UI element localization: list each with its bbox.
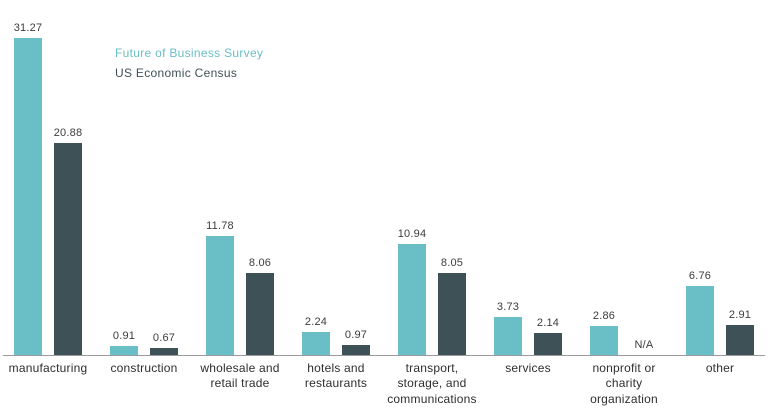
bar-group: 2.86 N/A	[576, 0, 672, 355]
bar-column: 2.86	[590, 310, 618, 355]
survey-bar	[14, 38, 42, 355]
bar-column: 2.14	[534, 317, 562, 355]
bar-column: 8.06	[246, 257, 274, 355]
chart-legend: Future of Business Survey US Economic Ce…	[115, 46, 263, 80]
census-bar	[438, 273, 466, 355]
bar-column: 10.94	[398, 228, 426, 355]
bar-column: 31.27	[14, 22, 42, 355]
survey-bar	[590, 326, 618, 355]
value-label: 2.91	[728, 309, 752, 321]
category-label: nonprofit or charity organization	[590, 361, 658, 406]
value-label: 2.86	[592, 310, 616, 322]
category-label: other	[705, 361, 735, 375]
value-label: 11.78	[206, 220, 234, 232]
value-label: 0.91	[112, 330, 136, 342]
census-bar	[246, 273, 274, 355]
value-label: 8.05	[440, 257, 464, 269]
bar-column: 2.24	[302, 316, 330, 355]
bar-column: 0.67	[150, 332, 178, 355]
bar-column: 2.91	[726, 309, 754, 355]
bar-column: 20.88	[54, 127, 82, 355]
bar-group: 6.76 2.91	[672, 0, 768, 355]
category-label: wholesale and retail trade	[200, 361, 280, 391]
value-label: 20.88	[53, 127, 83, 139]
value-label: 0.97	[344, 329, 368, 341]
category-label: services	[505, 361, 551, 375]
x-axis-line	[3, 355, 765, 356]
survey-bar	[494, 317, 522, 355]
value-label: 6.76	[688, 270, 712, 282]
value-label: 10.94	[397, 228, 427, 240]
value-label: 2.24	[304, 316, 328, 328]
bar-column: 6.76	[686, 270, 714, 355]
value-label: 8.06	[248, 257, 272, 269]
bar-column: N/A	[630, 339, 658, 355]
bar-group: 31.27 20.88	[0, 0, 96, 355]
bar-group: 11.78 8.06	[192, 0, 288, 355]
value-label: N/A	[634, 339, 654, 351]
category-label: construction	[110, 361, 178, 375]
bar-column: 11.78	[206, 220, 234, 355]
census-bar	[54, 143, 82, 355]
category-label: hotels and restaurants	[304, 361, 368, 391]
value-label: 2.14	[536, 317, 560, 329]
value-label: 0.67	[152, 332, 176, 344]
bar-group: 10.94 8.05	[384, 0, 480, 355]
census-bar	[534, 333, 562, 355]
bar-group: 2.24 0.97	[288, 0, 384, 355]
survey-bar	[302, 332, 330, 355]
category-label: manufacturing	[8, 361, 88, 375]
census-bar	[342, 345, 370, 355]
plot-area: 31.27 20.88 0.91 0.67 11.78 8.06 2.24 0.97 10.94…	[0, 0, 768, 355]
bar-column: 8.05	[438, 257, 466, 355]
census-bar	[726, 325, 754, 355]
value-label: 31.27	[13, 22, 43, 34]
value-label: 3.73	[496, 301, 520, 313]
bar-group: 3.73 2.14	[480, 0, 576, 355]
legend-item-census: US Economic Census	[115, 66, 238, 80]
bar-column: 0.91	[110, 330, 138, 355]
bar-group: 0.91 0.67	[96, 0, 192, 355]
census-bar	[150, 348, 178, 355]
bar-column: 3.73	[494, 301, 522, 355]
category-labels: manufacturing construction wholesale and r…	[0, 361, 768, 407]
survey-bar	[110, 346, 138, 355]
legend-item-survey: Future of Business Survey	[115, 46, 264, 60]
bar-column: 0.97	[342, 329, 370, 355]
survey-bar	[686, 286, 714, 355]
survey-bar	[398, 244, 426, 355]
category-label: transport, storage, and communications	[387, 361, 477, 406]
survey-bar	[206, 236, 234, 355]
